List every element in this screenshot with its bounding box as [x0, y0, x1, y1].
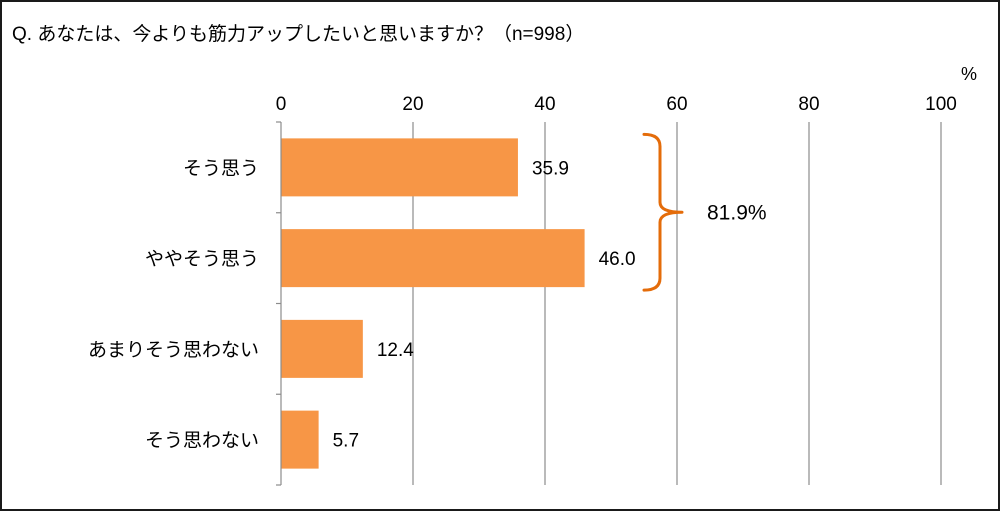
bars [281, 138, 585, 469]
category-label: そう思う [183, 158, 259, 179]
x-tick-label: 20 [402, 94, 423, 115]
chart-title: Q. あなたは、今よりも筋力アップしたいと思いますか？（n=998） [12, 23, 584, 45]
category-label: あまりそう思わない [88, 340, 259, 361]
y-axis [276, 121, 282, 486]
x-tick-label: 60 [666, 94, 687, 115]
x-tick-label: 100 [925, 94, 957, 115]
bar [281, 229, 585, 288]
category-label: そう思わない [145, 431, 259, 452]
unit-label: % [961, 64, 977, 84]
value-label: 5.7 [333, 431, 359, 452]
x-tick-label: 0 [276, 94, 287, 115]
x-tick-labels: 0 20 40 60 80 100 [276, 94, 957, 115]
category-label: ややそう思う [145, 248, 259, 270]
bar [281, 410, 319, 469]
bracket-shape [642, 132, 684, 292]
total-bracket: 81.9% [642, 132, 767, 292]
bar [281, 319, 363, 378]
value-label: 12.4 [377, 340, 414, 361]
bar [281, 138, 518, 197]
x-tick-label: 40 [534, 94, 555, 115]
value-label: 46.0 [599, 249, 636, 270]
x-tick-label: 80 [798, 94, 819, 115]
value-labels: 35.9 46.0 12.4 5.7 [333, 158, 636, 451]
value-label: 35.9 [532, 158, 569, 179]
bracket-total-label: 81.9% [707, 201, 767, 224]
